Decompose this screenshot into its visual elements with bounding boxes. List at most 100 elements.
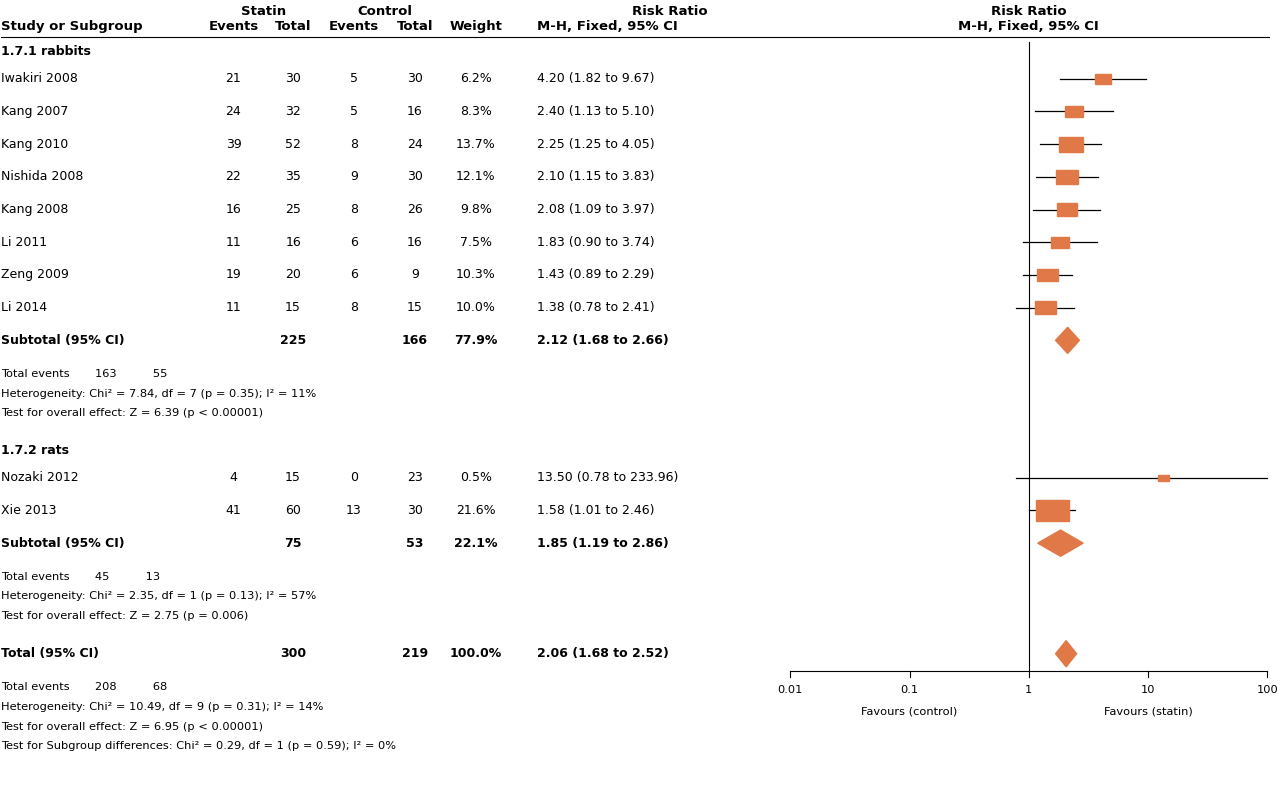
Text: 8.3%: 8.3%: [460, 105, 492, 118]
Text: 2.40 (1.13 to 5.10): 2.40 (1.13 to 5.10): [536, 105, 654, 118]
Text: 30: 30: [407, 170, 422, 184]
Bar: [1059, 137, 1083, 152]
Text: Li 2011: Li 2011: [1, 236, 47, 248]
Text: 0.5%: 0.5%: [460, 471, 492, 484]
Text: 9: 9: [411, 268, 419, 282]
Text: 39: 39: [225, 138, 242, 150]
Text: Subtotal (95% CI): Subtotal (95% CI): [1, 536, 125, 550]
Text: 75: 75: [284, 536, 302, 550]
Text: 12.1%: 12.1%: [456, 170, 495, 184]
Text: 225: 225: [280, 334, 306, 346]
Text: 10: 10: [1140, 685, 1156, 695]
Text: M-H, Fixed, 95% CI: M-H, Fixed, 95% CI: [959, 20, 1100, 33]
Text: Total: Total: [275, 20, 311, 33]
Text: 5: 5: [349, 105, 358, 118]
Text: 1.58 (1.01 to 2.46): 1.58 (1.01 to 2.46): [536, 504, 654, 517]
Text: Test for overall effect: Z = 6.39 (p < 0.00001): Test for overall effect: Z = 6.39 (p < 0…: [1, 408, 264, 418]
Text: 9.8%: 9.8%: [460, 203, 492, 216]
Text: 15: 15: [407, 301, 422, 314]
Text: 16: 16: [407, 236, 422, 248]
Text: Total events       163          55: Total events 163 55: [1, 369, 168, 379]
Text: Xie 2013: Xie 2013: [1, 504, 56, 517]
Text: 1.43 (0.89 to 2.29): 1.43 (0.89 to 2.29): [536, 268, 654, 282]
Text: 13.50 (0.78 to 233.96): 13.50 (0.78 to 233.96): [536, 471, 678, 484]
Text: Li 2014: Li 2014: [1, 301, 47, 314]
Text: 24: 24: [407, 138, 422, 150]
Text: Favours (statin): Favours (statin): [1103, 707, 1193, 717]
Text: 22: 22: [225, 170, 242, 184]
Text: Kang 2008: Kang 2008: [1, 203, 69, 216]
Text: 8: 8: [349, 138, 358, 150]
Text: Heterogeneity: Chi² = 10.49, df = 9 (p = 0.31); I² = 14%: Heterogeneity: Chi² = 10.49, df = 9 (p =…: [1, 702, 324, 712]
Text: Heterogeneity: Chi² = 2.35, df = 1 (p = 0.13); I² = 57%: Heterogeneity: Chi² = 2.35, df = 1 (p = …: [1, 592, 316, 601]
Text: Events: Events: [329, 20, 379, 33]
Text: 60: 60: [285, 504, 301, 517]
Bar: [1037, 268, 1057, 282]
Text: Nozaki 2012: Nozaki 2012: [1, 471, 79, 484]
Text: 10.3%: 10.3%: [456, 268, 495, 282]
Text: 15: 15: [285, 471, 301, 484]
Bar: [1056, 170, 1079, 184]
Text: Study or Subgroup: Study or Subgroup: [1, 20, 143, 33]
Text: 4: 4: [229, 471, 237, 484]
Text: 19: 19: [225, 268, 242, 282]
Text: Nishida 2008: Nishida 2008: [1, 170, 83, 184]
Text: 166: 166: [402, 334, 428, 346]
Bar: [1051, 237, 1069, 248]
Text: 77.9%: 77.9%: [454, 334, 498, 346]
Text: Test for overall effect: Z = 2.75 (p = 0.006): Test for overall effect: Z = 2.75 (p = 0…: [1, 611, 248, 621]
Text: 13.7%: 13.7%: [456, 138, 495, 150]
Text: Zeng 2009: Zeng 2009: [1, 268, 69, 282]
Text: 2.06 (1.68 to 2.52): 2.06 (1.68 to 2.52): [536, 647, 668, 660]
Text: 4.20 (1.82 to 9.67): 4.20 (1.82 to 9.67): [536, 72, 654, 85]
Text: 2.25 (1.25 to 4.05): 2.25 (1.25 to 4.05): [536, 138, 654, 150]
Text: 6: 6: [349, 236, 358, 248]
Text: 53: 53: [406, 536, 424, 550]
Text: 1.85 (1.19 to 2.86): 1.85 (1.19 to 2.86): [536, 536, 668, 550]
Text: Subtotal (95% CI): Subtotal (95% CI): [1, 334, 125, 346]
Text: 6.2%: 6.2%: [460, 72, 492, 85]
Text: 1.7.2 rats: 1.7.2 rats: [1, 445, 69, 457]
Text: 219: 219: [402, 647, 428, 660]
Text: 16: 16: [285, 236, 301, 248]
Text: 100.0%: 100.0%: [449, 647, 502, 660]
Text: 11: 11: [225, 236, 242, 248]
Text: 7.5%: 7.5%: [460, 236, 492, 248]
Bar: [1065, 106, 1083, 117]
Text: 16: 16: [225, 203, 242, 216]
Text: 35: 35: [285, 170, 301, 184]
Text: 8: 8: [349, 203, 358, 216]
Text: 1: 1: [1025, 685, 1033, 695]
Text: 41: 41: [225, 504, 242, 517]
Bar: [1036, 500, 1069, 520]
Text: 26: 26: [407, 203, 422, 216]
Text: 21: 21: [225, 72, 242, 85]
Text: Total (95% CI): Total (95% CI): [1, 647, 100, 660]
Text: 24: 24: [225, 105, 242, 118]
Polygon shape: [1056, 641, 1076, 667]
Bar: [1158, 475, 1169, 481]
Text: 5: 5: [349, 72, 358, 85]
Text: Statin: Statin: [241, 5, 285, 18]
Text: 22.1%: 22.1%: [454, 536, 498, 550]
Text: 30: 30: [285, 72, 301, 85]
Text: 32: 32: [285, 105, 301, 118]
Text: 9: 9: [349, 170, 358, 184]
Text: 2.10 (1.15 to 3.83): 2.10 (1.15 to 3.83): [536, 170, 654, 184]
Text: 1.83 (0.90 to 3.74): 1.83 (0.90 to 3.74): [536, 236, 654, 248]
Text: Total events       45          13: Total events 45 13: [1, 572, 160, 582]
Text: Total: Total: [397, 20, 433, 33]
Text: 2.12 (1.68 to 2.66): 2.12 (1.68 to 2.66): [536, 334, 668, 346]
Text: 0.01: 0.01: [778, 685, 803, 695]
Text: 16: 16: [407, 105, 422, 118]
Text: 1.7.1 rabbits: 1.7.1 rabbits: [1, 45, 91, 59]
Text: 2.08 (1.09 to 3.97): 2.08 (1.09 to 3.97): [536, 203, 654, 216]
Text: M-H, Fixed, 95% CI: M-H, Fixed, 95% CI: [536, 20, 677, 33]
Text: Test for Subgroup differences: Chi² = 0.29, df = 1 (p = 0.59); I² = 0%: Test for Subgroup differences: Chi² = 0.…: [1, 741, 397, 751]
Text: Weight: Weight: [449, 20, 502, 33]
Text: 23: 23: [407, 471, 422, 484]
Text: Risk Ratio: Risk Ratio: [632, 5, 708, 18]
Text: 21.6%: 21.6%: [456, 504, 495, 517]
Text: 8: 8: [349, 301, 358, 314]
Text: 0: 0: [349, 471, 358, 484]
